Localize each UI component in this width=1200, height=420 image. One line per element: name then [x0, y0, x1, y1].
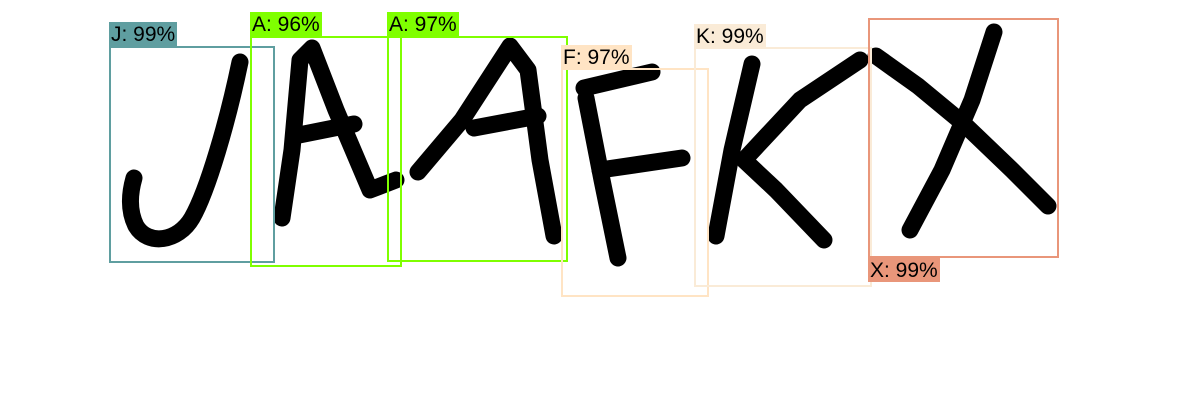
handwritten-letter-k-stem	[707, 55, 761, 245]
detection-label-k: K: 99%	[694, 24, 766, 48]
detection-label-x: X: 99%	[868, 258, 940, 282]
handwritten-letter-a-2-crossbar	[465, 107, 547, 137]
handwritten-letter-f-top	[575, 63, 661, 97]
handwritten-letter-x-stroke-2	[867, 47, 1057, 215]
detection-box-j	[109, 46, 275, 263]
detection-box-a-1	[250, 36, 402, 267]
detection-box-x	[868, 18, 1059, 258]
detection-label-a-1: A: 96%	[250, 12, 322, 36]
detection-box-k	[694, 47, 872, 287]
handwritten-letter-a-2	[409, 37, 563, 245]
detection-label-f: F: 97%	[561, 45, 632, 69]
handwritten-letter-j	[122, 53, 249, 248]
handwritten-letter-f-mid	[591, 149, 691, 179]
handwritten-letter-f-stem	[577, 89, 627, 267]
detection-box-a-2	[387, 36, 568, 262]
handwritten-letter-a-1-crossbar	[285, 115, 363, 145]
handwritten-letter-k-arm	[735, 51, 869, 249]
handwritten-letter-a-1	[273, 39, 405, 227]
handwritten-letter-x-stroke-1	[901, 23, 1003, 239]
detection-box-f	[561, 68, 709, 297]
detection-label-j: J: 99%	[109, 22, 178, 46]
detection-label-a-2: A: 97%	[387, 12, 459, 36]
